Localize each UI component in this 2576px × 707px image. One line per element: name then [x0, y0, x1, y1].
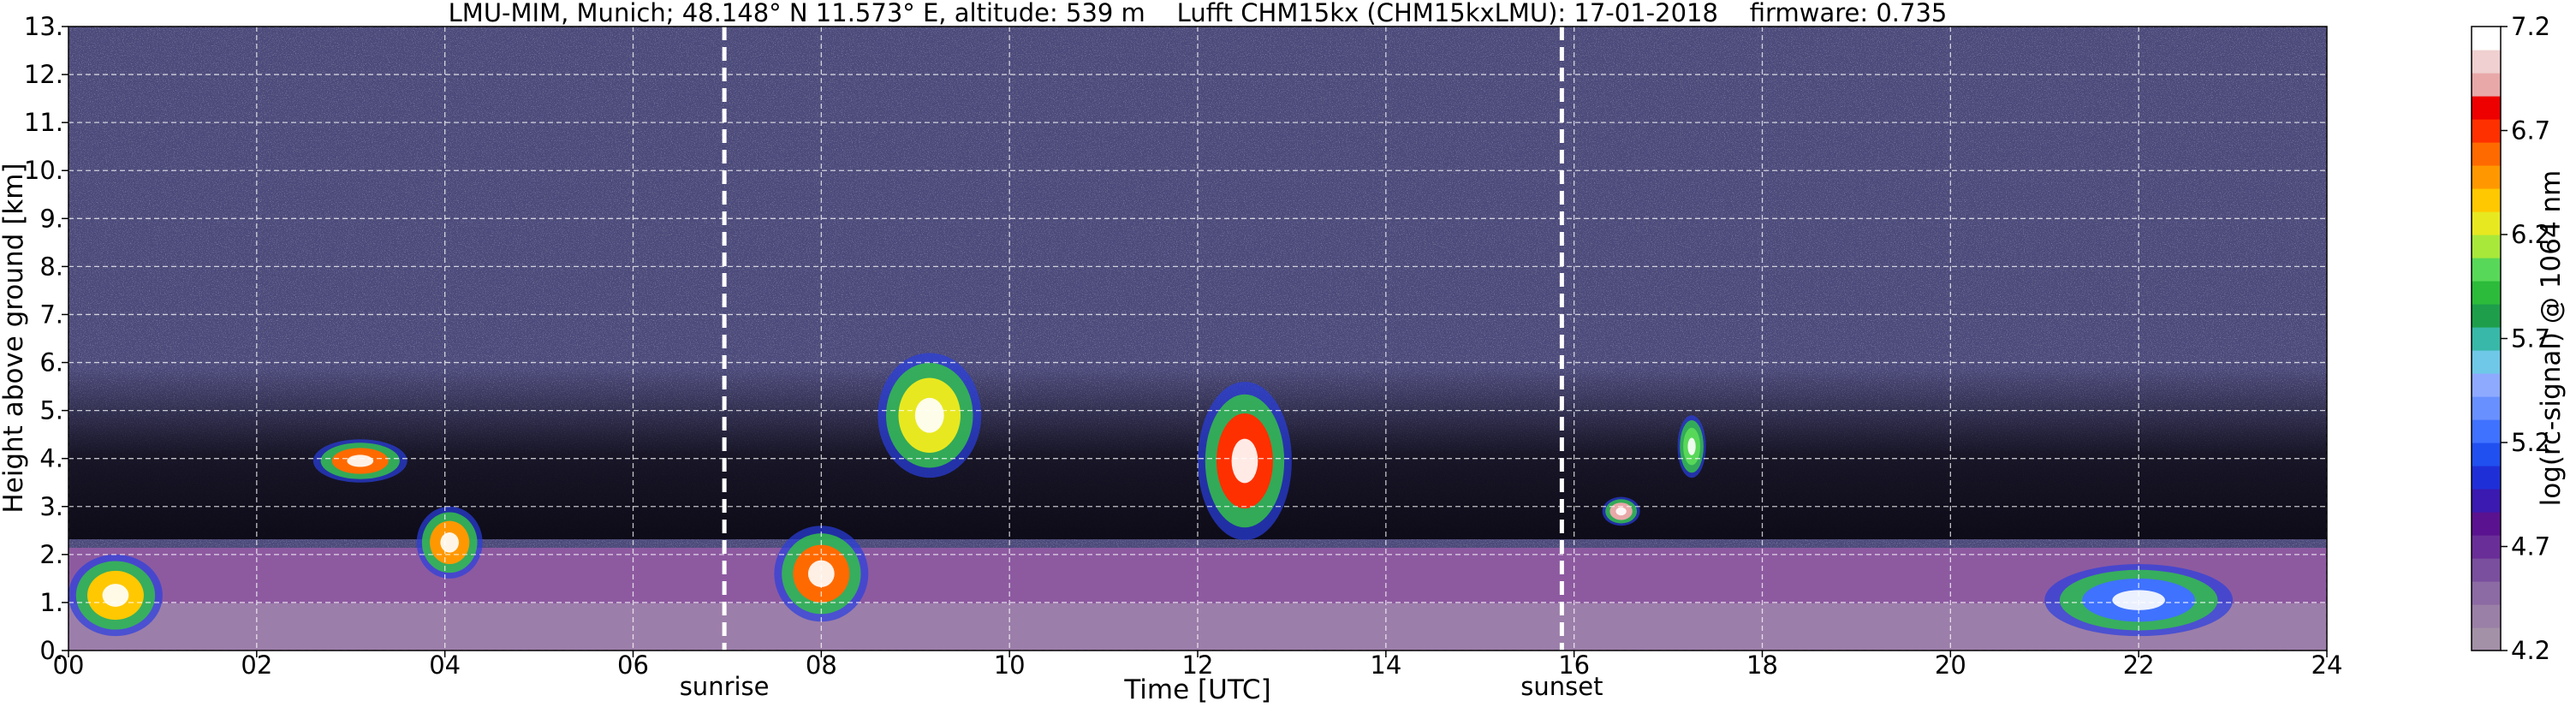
cloud-peak — [102, 584, 129, 607]
y-tick-label: 6. — [39, 348, 63, 377]
y-tick-label: 3. — [39, 492, 63, 521]
colorbar: 4.2 4.7 5.2 5.7 6.2 6.7 7.2 — [2471, 12, 2550, 665]
cloud-feature — [774, 526, 869, 622]
chart-title: LMU-MIM, Munich; 48.148° N 11.573° E, al… — [449, 0, 1948, 27]
colorbar-tick-label: 6.2 — [2511, 220, 2550, 249]
colorbar-segment — [2472, 627, 2501, 651]
y-tick-label: 7. — [39, 300, 63, 329]
cloud-feature — [416, 506, 483, 579]
colorbar-segment — [2472, 211, 2501, 235]
colorbar-segment — [2472, 281, 2501, 305]
colorbar-segment — [2472, 535, 2501, 559]
x-tick-label: 14 — [1370, 651, 1401, 680]
y-tick-label: 10. — [24, 156, 63, 185]
colorbar-segment — [2472, 188, 2501, 212]
colorbar-tick-label: 4.2 — [2511, 636, 2550, 665]
cloud-peak — [440, 532, 459, 553]
x-tick-label: 04 — [429, 651, 461, 680]
colorbar-segment — [2472, 489, 2501, 513]
cloud-feature — [68, 554, 163, 637]
colorbar-segment — [2472, 581, 2501, 605]
cloud-peak — [807, 560, 835, 587]
colorbar-segment — [2472, 604, 2501, 628]
cloud-feature — [312, 439, 408, 483]
sunrise-label: sunrise — [680, 672, 770, 701]
colorbar-segment — [2472, 304, 2501, 328]
cloud-peak — [914, 397, 944, 433]
cloud-peak — [1687, 437, 1696, 455]
x-tick-label: 18 — [1746, 651, 1778, 680]
x-tick-label: 22 — [2123, 651, 2155, 680]
y-tick-label: 8. — [39, 252, 63, 281]
sun-annotations: sunrise sunset — [680, 27, 1603, 701]
colorbar-segment — [2472, 96, 2501, 120]
y-tick-label: 12. — [24, 60, 63, 89]
colorbar-segment — [2472, 443, 2501, 466]
y-axis-label: Height above ground [km] — [0, 163, 29, 513]
cloud-feature — [878, 353, 982, 478]
y-tick-label: 11. — [24, 108, 63, 137]
y-axis-ticks: 0. 1. 2. 3. 4. 5. 6. 7. 8. 9. 10. 11. 12. 13. — [24, 12, 68, 665]
colorbar-tick-label: 5.2 — [2511, 428, 2550, 457]
x-tick-label: 10 — [994, 651, 1026, 680]
x-tick-label: 20 — [1935, 651, 1966, 680]
colorbar-segment — [2472, 396, 2501, 420]
cloud-peak — [1231, 438, 1258, 484]
y-tick-label: 1. — [39, 588, 63, 617]
x-tick-label: 12 — [1182, 651, 1214, 680]
colorbar-label: log(rc-signal) @ 1064 nm — [2536, 170, 2567, 507]
colorbar-tick-label: 5.7 — [2511, 324, 2550, 354]
y-tick-label: 5. — [39, 396, 63, 425]
y-tick-label: 4. — [39, 444, 63, 473]
x-tick-label: 02 — [241, 651, 272, 680]
colorbar-segment — [2472, 27, 2501, 50]
y-tick-label: 13. — [24, 12, 63, 41]
colorbar-segment — [2472, 258, 2501, 282]
y-tick-label: 2. — [39, 540, 63, 569]
cloud-feature — [1198, 381, 1292, 541]
x-tick-label: 08 — [806, 651, 837, 680]
colorbar-segment — [2472, 165, 2501, 189]
colorbar-segment — [2472, 350, 2501, 374]
colorbar-segment — [2472, 235, 2501, 258]
x-tick-label: 16 — [1558, 651, 1590, 680]
x-tick-label: 06 — [617, 651, 649, 680]
colorbar-segment — [2472, 73, 2501, 97]
cloud-feature — [1602, 496, 1640, 526]
cloud-feature — [1677, 415, 1706, 478]
x-tick-label: 00 — [53, 651, 85, 680]
colorbar-segment — [2472, 419, 2501, 443]
colorbar-segment — [2472, 50, 2501, 74]
colorbar-segment — [2472, 558, 2501, 582]
colorbar-segment — [2472, 373, 2501, 397]
colorbar-tick-label: 7.2 — [2511, 12, 2550, 41]
x-axis-ticks: 00 02 04 06 08 10 12 14 16 18 20 22 24 — [53, 651, 2343, 680]
colorbar-segment — [2472, 142, 2501, 166]
colorbar-segment — [2472, 466, 2501, 490]
x-axis-label: Time [UTC] — [1123, 674, 1270, 705]
cloud-peak — [347, 454, 374, 467]
x-tick-label: 24 — [2311, 651, 2343, 680]
colorbar-segment — [2472, 119, 2501, 143]
lower-dark-band — [68, 368, 2327, 539]
colorbar-tick-label: 6.7 — [2511, 116, 2550, 146]
y-tick-label: 0. — [39, 636, 63, 665]
colorbar-segment — [2472, 512, 2501, 536]
colorbar-segment — [2472, 327, 2501, 351]
sunset-label: sunset — [1520, 672, 1603, 701]
cloud-peak — [1615, 507, 1627, 516]
colorbar-tick-label: 4.7 — [2511, 532, 2550, 561]
y-tick-label: 9. — [39, 204, 63, 233]
